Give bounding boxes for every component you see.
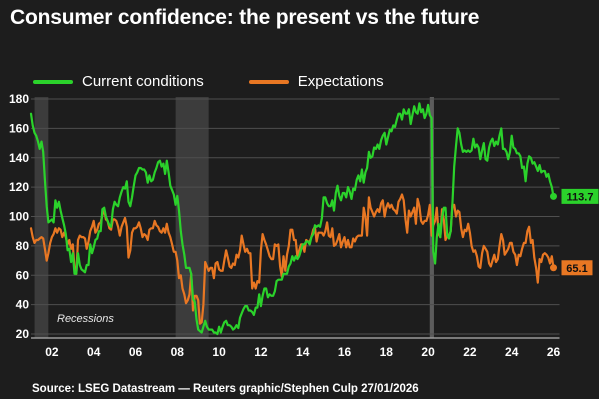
x-axis-label: 08 [171, 345, 185, 359]
x-axis-label: 24 [505, 345, 519, 359]
x-axis-label: 12 [254, 345, 268, 359]
end-value-label: 65.1 [566, 263, 587, 275]
y-axis-label: 120 [9, 180, 29, 194]
chart-legend: Current conditions Expectations [33, 73, 384, 90]
x-axis-label: 16 [338, 345, 352, 359]
end-value-box [561, 188, 599, 204]
x-axis-label: 10 [212, 345, 226, 359]
y-axis-label: 80 [16, 239, 30, 253]
recessions-annotation: Recessions [57, 313, 114, 325]
legend-item-current-conditions: Current conditions [33, 73, 204, 90]
chart-line-current-conditions [29, 102, 555, 336]
legend-label-current-conditions: Current conditions [82, 73, 204, 90]
x-axis-label: 04 [87, 345, 101, 359]
source-credit: Source: LSEG Datastream — Reuters graphi… [32, 383, 419, 395]
end-value-label: 113.7 [567, 191, 594, 203]
end-value-box [561, 260, 593, 276]
x-axis-label: 14 [296, 345, 310, 359]
y-axis-label: 180 [9, 92, 29, 106]
chart-line-expectations [29, 193, 555, 325]
x-axis-label: 02 [45, 345, 59, 359]
y-axis-label: 60 [16, 268, 30, 282]
y-axis-label: 140 [9, 151, 29, 165]
x-axis-label: 20 [421, 345, 435, 359]
y-axis-label: 40 [16, 298, 30, 312]
end-dot [550, 264, 557, 272]
legend-item-expectations: Expectations [248, 73, 384, 90]
x-axis-label: 26 [547, 345, 561, 359]
current-conditions-line-swatch-icon [33, 79, 73, 84]
legend-label-expectations: Expectations [297, 73, 384, 90]
x-axis-label: 22 [463, 345, 477, 359]
y-axis-label: 20 [16, 327, 30, 341]
chart-title: Consumer confidence: the present vs the … [10, 6, 480, 29]
expectations-line-swatch-icon [248, 79, 289, 84]
y-axis-label: 100 [9, 210, 29, 224]
recession-band [34, 97, 49, 338]
end-dot [550, 192, 557, 200]
x-axis-label: 06 [129, 345, 143, 359]
x-axis-label: 18 [380, 345, 394, 359]
y-axis-label: 160 [9, 121, 29, 135]
